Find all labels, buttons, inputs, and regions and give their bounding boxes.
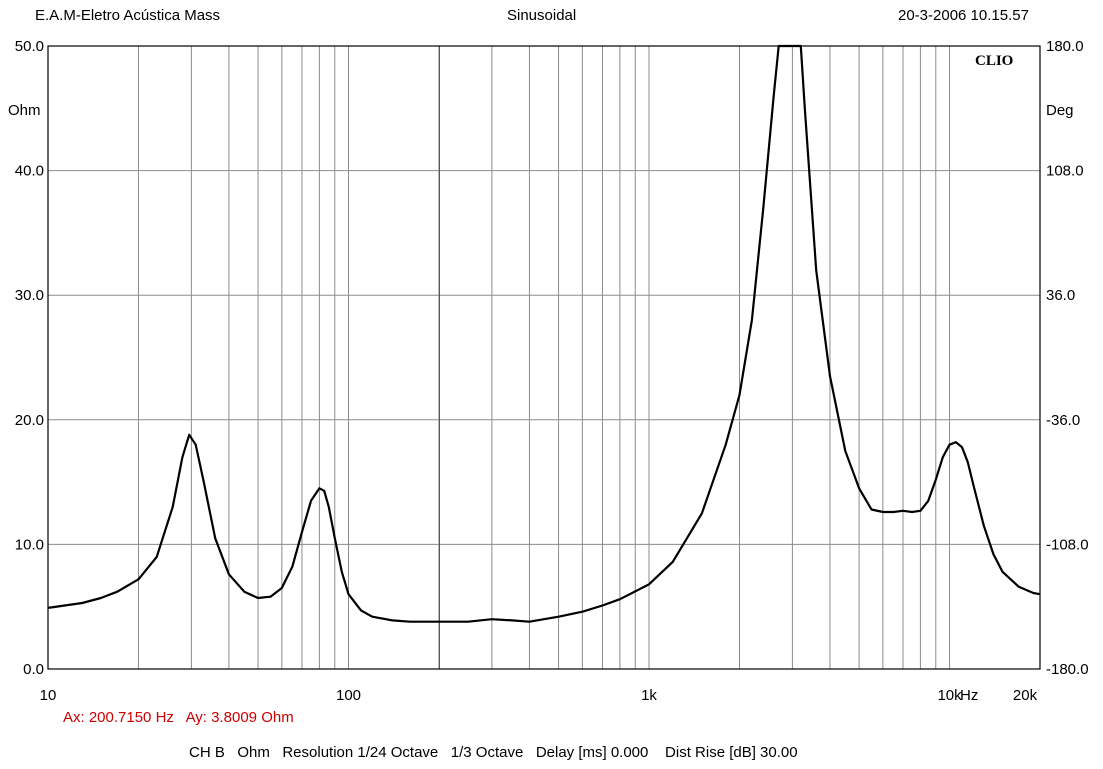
- y-tick-label-left: 10.0: [15, 536, 44, 553]
- y-tick-label-left: 20.0: [15, 412, 44, 429]
- chart-grid: [48, 46, 1040, 669]
- y-tick-label-right: 180.0: [1046, 38, 1084, 55]
- x-axis-ticks: 10 100 1k 10k 20k: [40, 687, 1038, 704]
- cursor-readout: Ax: 200.7150 Hz Ay: 3.8009 Ohm: [63, 709, 294, 726]
- y-axis-right-unit: Deg: [1046, 102, 1074, 119]
- y-tick-label-left: 30.0: [15, 287, 44, 304]
- x-tick-label: 20k: [1013, 687, 1038, 704]
- y-tick-label-right: -36.0: [1046, 412, 1080, 429]
- impedance-curve: [47, 44, 1041, 623]
- x-tick-label: 100: [336, 687, 361, 704]
- y-axis-left-ticks: 0.0 10.0 20.0 30.0 40.0 50.0: [15, 38, 44, 678]
- y-tick-label-right: -180.0: [1046, 661, 1089, 678]
- y-tick-label-left: 0.0: [23, 661, 44, 678]
- y-tick-label-right: -108.0: [1046, 536, 1089, 553]
- y-tick-label-right: 108.0: [1046, 163, 1084, 180]
- clio-logo-text: CLIO: [975, 53, 1013, 69]
- y-tick-label-left: 40.0: [15, 163, 44, 180]
- plot-frame: [47, 45, 1041, 670]
- x-tick-label: 1k: [641, 687, 657, 704]
- measurement-settings: CH B Ohm Resolution 1/24 Octave 1/3 Octa…: [189, 744, 798, 761]
- x-axis-unit: Hz: [960, 687, 978, 704]
- x-tick-label: 10k: [937, 687, 962, 704]
- y-tick-label-left: 50.0: [15, 38, 44, 55]
- header-company: E.A.M-Eletro Acústica Mass: [35, 7, 221, 24]
- y-tick-label-right: 36.0: [1046, 287, 1075, 304]
- header-mode: Sinusoidal: [507, 7, 577, 24]
- y-axis-right-ticks: -180.0 -108.0 -36.0 36.0 108.0 180.0: [1046, 38, 1089, 678]
- y-axis-left-unit: Ohm: [8, 102, 41, 119]
- x-tick-label: 10: [40, 687, 57, 704]
- header-timestamp: 20-3-2006 10.15.57: [898, 7, 1029, 24]
